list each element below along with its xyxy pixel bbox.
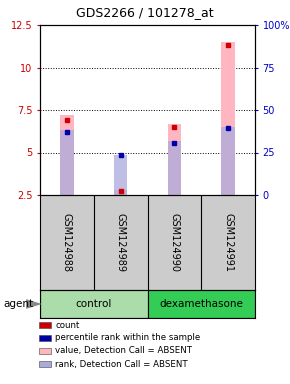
Bar <box>60 131 74 195</box>
Text: GSM124989: GSM124989 <box>116 213 126 272</box>
Bar <box>114 190 127 195</box>
Text: rank, Detection Call = ABSENT: rank, Detection Call = ABSENT <box>55 359 188 369</box>
Bar <box>168 124 181 195</box>
Text: GSM124991: GSM124991 <box>223 213 233 272</box>
Polygon shape <box>26 299 42 309</box>
Bar <box>168 141 181 195</box>
Bar <box>40 290 148 318</box>
Text: count: count <box>55 321 79 329</box>
Text: GSM124988: GSM124988 <box>62 213 72 272</box>
Text: percentile rank within the sample: percentile rank within the sample <box>55 333 200 343</box>
Bar <box>60 115 74 195</box>
Bar <box>221 42 235 195</box>
Text: GSM124990: GSM124990 <box>169 213 180 272</box>
Text: GDS2266 / 101278_at: GDS2266 / 101278_at <box>76 7 214 20</box>
Bar <box>114 155 127 195</box>
Text: agent: agent <box>3 299 33 309</box>
Bar <box>148 290 255 318</box>
Text: dexamethasone: dexamethasone <box>159 299 243 309</box>
Bar <box>221 127 235 195</box>
Text: value, Detection Call = ABSENT: value, Detection Call = ABSENT <box>55 346 192 356</box>
Text: control: control <box>76 299 112 309</box>
